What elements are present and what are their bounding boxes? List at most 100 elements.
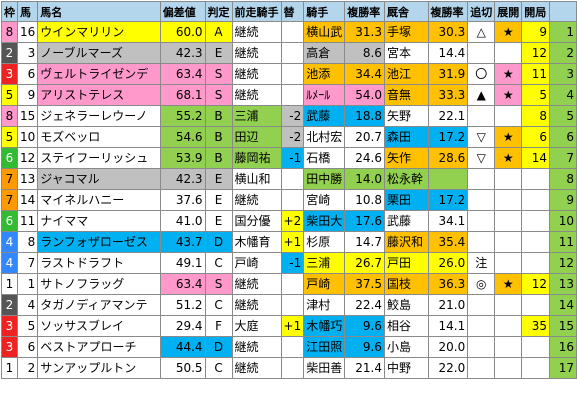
jockey-cell: 木幡巧 <box>303 315 346 337</box>
kaikyoku-cell <box>521 189 551 211</box>
last-cell: 6 <box>549 126 577 148</box>
grade-cell: E <box>204 42 233 64</box>
header-trainer-rate: 複勝率 <box>427 1 469 22</box>
prev-jockey-cell: 大庭 <box>231 315 282 337</box>
prev-jockey-cell: 継続 <box>231 273 282 295</box>
header-jockey: 騎手 <box>303 1 346 22</box>
prev-jockey-cell: 継続 <box>231 357 282 379</box>
waku-cell: 7 <box>1 189 18 211</box>
trainer-cell: 松永幹 <box>383 168 429 190</box>
oikiri-cell: ▲ <box>467 84 496 106</box>
waku-cell: 3 <box>1 336 18 358</box>
kae-cell <box>280 21 305 43</box>
jockey-cell: 宮崎 <box>303 189 346 211</box>
trainer-rate-cell: 21.0 <box>427 294 469 316</box>
jockey-cell: ﾙﾒｰﾙ <box>303 84 346 106</box>
race-table: 枠 馬 馬名 偏差値 判定 前走騎手 替 騎手 複勝率 厩舎 複勝率 追切 展開… <box>1 1 577 379</box>
tenkai-cell <box>494 168 523 190</box>
deviation-cell: 53.9 <box>159 147 206 169</box>
kae-cell <box>280 168 305 190</box>
table-row: 8 16 ウインマリリン 60.0 A 継続 横山武 31.3 手塚 30.3 △ ★ 9 1 <box>1 21 577 43</box>
kae-cell: -2 <box>280 126 305 148</box>
horse-name-cell: ナイママ <box>37 210 161 232</box>
last-cell: 3 <box>549 63 577 85</box>
horse-name-cell: アリストテレス <box>37 84 161 106</box>
header-dev: 偏差値 <box>159 1 206 22</box>
prev-jockey-cell: 木幡育 <box>231 231 282 253</box>
kaikyoku-cell: 5 <box>521 84 551 106</box>
jockey-cell: 江田照 <box>303 336 346 358</box>
grade-cell: D <box>204 231 233 253</box>
grade-cell: S <box>204 63 233 85</box>
grade-cell: B <box>204 105 233 127</box>
oikiri-cell <box>467 357 496 379</box>
tenkai-cell <box>494 336 523 358</box>
uma-cell: 4 <box>16 294 39 316</box>
jockey-rate-cell: 14.7 <box>344 231 385 253</box>
jockey-rate-cell: 24.6 <box>344 147 385 169</box>
uma-cell: 11 <box>16 210 39 232</box>
tenkai-cell <box>494 315 523 337</box>
horse-name-cell: ランフォザローゼス <box>37 231 161 253</box>
jockey-rate-cell: 9.6 <box>344 336 385 358</box>
waku-cell: 6 <box>1 147 18 169</box>
trainer-cell: 鮫島 <box>383 294 429 316</box>
table-row: 3 6 ヴェルトライゼンデ 63.4 S 継続 池添 34.4 池江 31.9 〇 ★ 11 3 <box>1 63 577 85</box>
kaikyoku-cell <box>521 252 551 274</box>
last-cell: 2 <box>549 42 577 64</box>
oikiri-cell <box>467 315 496 337</box>
grade-cell: E <box>204 210 233 232</box>
last-cell: 8 <box>549 168 577 190</box>
deviation-cell: 51.2 <box>159 294 206 316</box>
trainer-rate-cell: 26.0 <box>427 252 469 274</box>
waku-cell: 2 <box>1 294 18 316</box>
horse-name-cell: ソッサスブレイ <box>37 315 161 337</box>
trainer-rate-cell: 34.1 <box>427 210 469 232</box>
jockey-rate-cell: 54.0 <box>344 84 385 106</box>
trainer-cell: 手塚 <box>383 21 429 43</box>
deviation-cell: 63.4 <box>159 273 206 295</box>
grade-cell: B <box>204 126 233 148</box>
table-row: 1 2 サンアップルトン 50.5 C 継続 柴田善 21.4 中野 22.0 17 <box>1 357 577 379</box>
trainer-rate-cell: 30.3 <box>427 21 469 43</box>
uma-cell: 5 <box>16 315 39 337</box>
trainer-cell: 小島 <box>383 336 429 358</box>
waku-cell: 1 <box>1 273 18 295</box>
jockey-rate-cell: 8.6 <box>344 42 385 64</box>
waku-cell: 5 <box>1 84 18 106</box>
kae-cell: -1 <box>280 252 305 274</box>
header-tenkai: 展開 <box>494 1 523 22</box>
jockey-cell: 北村宏 <box>303 126 346 148</box>
oikiri-cell <box>467 210 496 232</box>
trainer-cell: 国枝 <box>383 273 429 295</box>
waku-cell: 3 <box>1 63 18 85</box>
uma-cell: 6 <box>16 63 39 85</box>
deviation-cell: 41.0 <box>159 210 206 232</box>
trainer-rate-cell: 14.1 <box>427 315 469 337</box>
header-uma: 馬 <box>16 1 39 22</box>
header-waku: 枠 <box>1 1 18 22</box>
header-kaikyoku: 開局 <box>521 1 551 22</box>
jockey-rate-cell: 10.8 <box>344 189 385 211</box>
kaikyoku-cell <box>521 210 551 232</box>
prev-jockey-cell: 継続 <box>231 42 282 64</box>
last-cell: 5 <box>549 105 577 127</box>
kaikyoku-cell <box>521 231 551 253</box>
prev-jockey-cell: 継続 <box>231 21 282 43</box>
tenkai-cell <box>494 231 523 253</box>
grade-cell: B <box>204 147 233 169</box>
prev-jockey-cell: 田辺 <box>231 126 282 148</box>
uma-cell: 15 <box>16 105 39 127</box>
oikiri-cell <box>467 231 496 253</box>
uma-cell: 12 <box>16 147 39 169</box>
jockey-cell: 武藤 <box>303 105 346 127</box>
oikiri-cell <box>467 294 496 316</box>
header-last <box>549 1 577 22</box>
jockey-cell: 戸崎 <box>303 273 346 295</box>
kaikyoku-cell: 12 <box>521 42 551 64</box>
last-cell: 11 <box>549 231 577 253</box>
tenkai-cell <box>494 189 523 211</box>
last-cell: 4 <box>549 84 577 106</box>
tenkai-cell <box>494 252 523 274</box>
deviation-cell: 60.0 <box>159 21 206 43</box>
